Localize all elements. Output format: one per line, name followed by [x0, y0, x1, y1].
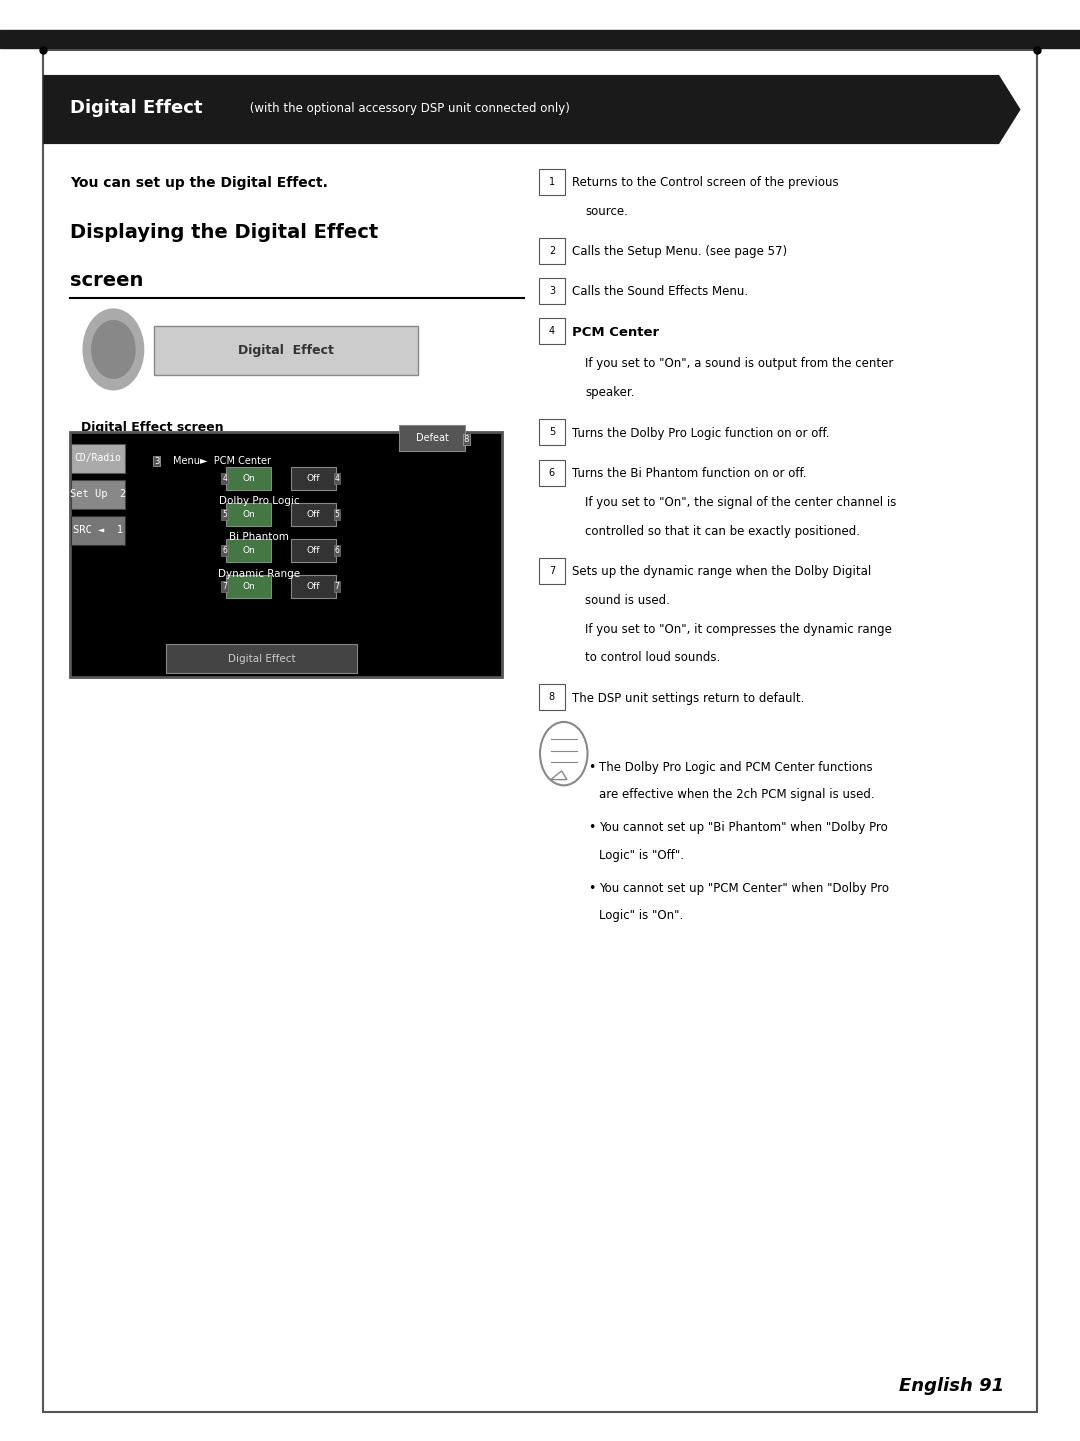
Text: English 91: English 91 [900, 1378, 1004, 1395]
FancyBboxPatch shape [399, 425, 465, 451]
FancyBboxPatch shape [539, 318, 565, 344]
Circle shape [92, 321, 135, 379]
Text: Off: Off [307, 474, 320, 483]
Text: Digital  Effect: Digital Effect [239, 343, 334, 357]
FancyBboxPatch shape [71, 444, 125, 473]
Text: 2: 2 [549, 246, 555, 255]
Text: On: On [242, 546, 255, 555]
FancyBboxPatch shape [291, 575, 336, 598]
FancyBboxPatch shape [226, 467, 271, 490]
Text: Defeat: Defeat [416, 434, 448, 442]
Text: •: • [589, 821, 596, 834]
Text: Dynamic Range: Dynamic Range [218, 569, 300, 578]
FancyBboxPatch shape [539, 169, 565, 195]
Text: Sets up the dynamic range when the Dolby Digital: Sets up the dynamic range when the Dolby… [572, 565, 872, 578]
Text: 7: 7 [222, 582, 227, 591]
Text: Digital Effect: Digital Effect [228, 654, 296, 663]
Text: SRC ◄  1: SRC ◄ 1 [73, 526, 123, 535]
FancyBboxPatch shape [539, 238, 565, 264]
Polygon shape [551, 771, 567, 780]
Text: 3: 3 [549, 287, 555, 295]
Text: 5: 5 [222, 510, 227, 519]
Text: CD/Radio: CD/Radio [75, 454, 122, 463]
Text: 8: 8 [464, 435, 469, 444]
FancyBboxPatch shape [539, 684, 565, 710]
Text: Logic" is "Off".: Logic" is "Off". [599, 849, 685, 862]
Text: •: • [589, 761, 596, 774]
Text: speaker.: speaker. [585, 386, 635, 399]
FancyBboxPatch shape [539, 278, 565, 304]
Text: If you set to "On", the signal of the center channel is: If you set to "On", the signal of the ce… [585, 496, 896, 509]
Text: On: On [242, 474, 255, 483]
Text: You cannot set up "Bi Phantom" when "Dolby Pro: You cannot set up "Bi Phantom" when "Dol… [599, 821, 888, 834]
Text: Digital Effect screen: Digital Effect screen [81, 421, 224, 434]
Text: On: On [242, 510, 255, 519]
Text: 8: 8 [549, 693, 555, 702]
Circle shape [540, 722, 588, 785]
Circle shape [83, 310, 144, 391]
Text: Displaying the Digital Effect: Displaying the Digital Effect [70, 223, 378, 242]
Text: 1: 1 [549, 177, 555, 186]
Text: Returns to the Control screen of the previous: Returns to the Control screen of the pre… [572, 176, 839, 189]
Text: Off: Off [307, 546, 320, 555]
Text: source.: source. [585, 205, 629, 218]
Text: Off: Off [307, 582, 320, 591]
FancyBboxPatch shape [291, 503, 336, 526]
Text: Turns the Bi Phantom function on or off.: Turns the Bi Phantom function on or off. [572, 467, 807, 480]
Text: 4: 4 [222, 474, 227, 483]
Text: Dolby Pro Logic: Dolby Pro Logic [219, 497, 299, 506]
FancyBboxPatch shape [291, 467, 336, 490]
Text: screen: screen [70, 271, 144, 290]
FancyBboxPatch shape [226, 539, 271, 562]
FancyBboxPatch shape [539, 419, 565, 445]
Text: If you set to "On", it compresses the dynamic range: If you set to "On", it compresses the dy… [585, 623, 892, 635]
Polygon shape [43, 75, 1021, 144]
Text: 5: 5 [549, 428, 555, 437]
Text: You cannot set up "PCM Center" when "Dolby Pro: You cannot set up "PCM Center" when "Dol… [599, 882, 890, 895]
Text: sound is used.: sound is used. [585, 594, 671, 607]
Text: You can set up the Digital Effect.: You can set up the Digital Effect. [70, 176, 328, 190]
Text: If you set to "On", a sound is output from the center: If you set to "On", a sound is output fr… [585, 357, 894, 370]
Text: Bi Phantom: Bi Phantom [229, 533, 289, 542]
Text: 6: 6 [222, 546, 227, 555]
FancyBboxPatch shape [71, 516, 125, 545]
FancyBboxPatch shape [226, 503, 271, 526]
Bar [0, 30, 1080, 48]
Text: The DSP unit settings return to default.: The DSP unit settings return to default. [572, 692, 805, 705]
FancyBboxPatch shape [539, 460, 565, 486]
Text: PCM Center: PCM Center [572, 326, 660, 339]
Text: 4: 4 [549, 327, 555, 336]
Text: 4: 4 [335, 474, 339, 483]
FancyBboxPatch shape [71, 480, 125, 509]
FancyBboxPatch shape [539, 558, 565, 584]
Text: Logic" is "On".: Logic" is "On". [599, 909, 684, 922]
FancyBboxPatch shape [154, 326, 418, 375]
Text: (with the optional accessory DSP unit connected only): (with the optional accessory DSP unit co… [246, 102, 570, 115]
Text: 6: 6 [549, 468, 555, 477]
Text: 7: 7 [335, 582, 339, 591]
Text: The Dolby Pro Logic and PCM Center functions: The Dolby Pro Logic and PCM Center funct… [599, 761, 873, 774]
Text: 6: 6 [335, 546, 339, 555]
Text: Calls the Sound Effects Menu.: Calls the Sound Effects Menu. [572, 285, 748, 298]
Text: On: On [242, 582, 255, 591]
Text: Digital Effect: Digital Effect [70, 99, 203, 117]
Text: 3: 3 [154, 457, 159, 465]
Text: 7: 7 [549, 566, 555, 575]
FancyBboxPatch shape [70, 432, 502, 677]
Text: •: • [589, 882, 596, 895]
FancyBboxPatch shape [226, 575, 271, 598]
Text: to control loud sounds.: to control loud sounds. [585, 651, 720, 664]
Text: controlled so that it can be exactly positioned.: controlled so that it can be exactly pos… [585, 525, 861, 537]
Text: 5: 5 [335, 510, 339, 519]
Text: are effective when the 2ch PCM signal is used.: are effective when the 2ch PCM signal is… [599, 788, 875, 801]
Text: Set Up  2: Set Up 2 [70, 490, 126, 499]
Text: Calls the Setup Menu. (see page 57): Calls the Setup Menu. (see page 57) [572, 245, 787, 258]
FancyBboxPatch shape [166, 644, 357, 673]
Text: Menu►  PCM Center: Menu► PCM Center [173, 457, 271, 465]
FancyBboxPatch shape [291, 539, 336, 562]
Text: Turns the Dolby Pro Logic function on or off.: Turns the Dolby Pro Logic function on or… [572, 427, 829, 440]
Text: Off: Off [307, 510, 320, 519]
